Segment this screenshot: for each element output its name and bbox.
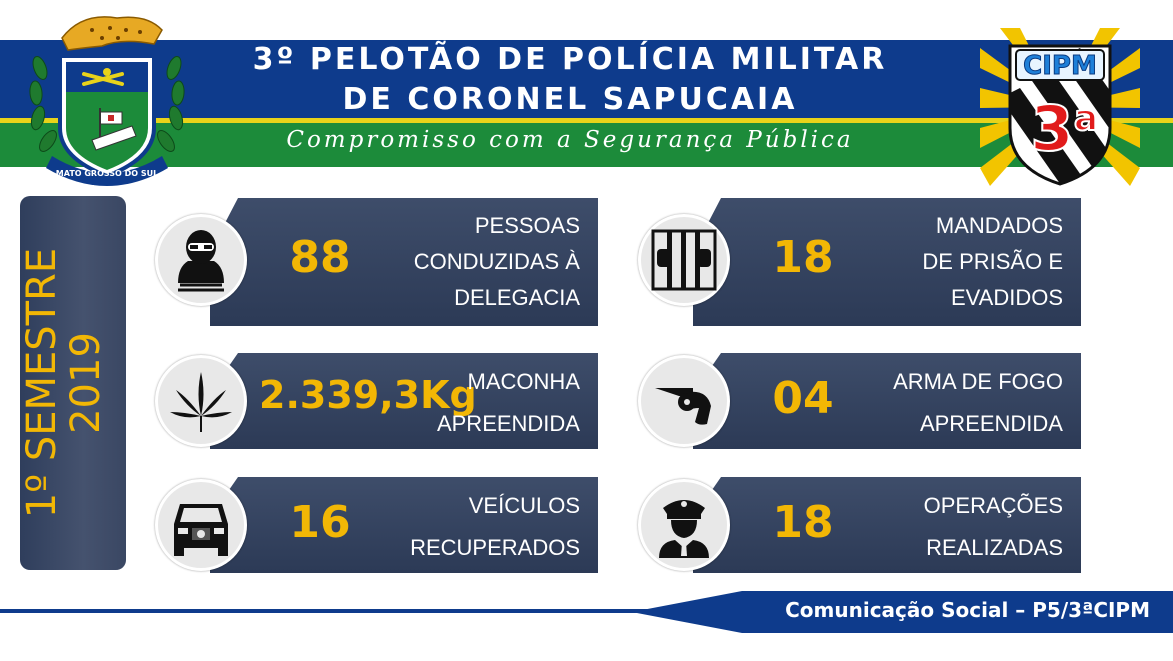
police-officer-icon — [638, 479, 730, 571]
stat-label-line: DELEGACIA — [454, 285, 580, 310]
cipm-logo-icon: CIPM 3 a — [980, 28, 1140, 186]
masked-person-icon — [155, 214, 247, 306]
header-yellow-stripe — [0, 118, 1173, 123]
stat-value: 18 — [772, 497, 834, 548]
stat-label-line: ARMA DE FOGO — [893, 369, 1063, 394]
stat-label-line: MACONHA — [467, 369, 580, 394]
header-blue-band — [0, 40, 1173, 118]
card-panel — [693, 353, 1081, 449]
stat-label-line: APREENDIDA — [436, 411, 580, 436]
stat-label: PESSOAS CONDUZIDAS À DELEGACIA — [414, 208, 580, 316]
stat-label: MACONHA APREENDIDA — [437, 361, 580, 445]
card-panel — [210, 198, 598, 326]
prison-bars-icon — [638, 214, 730, 306]
revolver-icon — [638, 355, 730, 447]
header-green-band — [0, 123, 1173, 167]
cipm-top-text: CIPM — [1023, 51, 1097, 81]
stat-card-people — [210, 198, 598, 326]
stat-label-line: RECUPERADOS — [410, 535, 580, 560]
semester-line-2: 2019 — [63, 332, 109, 434]
stat-label-line: REALIZADAS — [926, 535, 1063, 560]
stat-label-line: APREENDIDA — [919, 411, 1063, 436]
stat-card-firearms — [693, 353, 1081, 449]
card-panel — [693, 477, 1081, 573]
page-title: 3º PELOTÃO DE POLÍCIA MILITAR DE CORONEL… — [200, 40, 940, 120]
stat-card-vehicles — [210, 477, 598, 573]
footer-tab — [632, 591, 1173, 633]
stat-card-people-content: 88 PESSOAS CONDUZIDAS À DELEGACIA — [155, 198, 598, 326]
stat-label: OPERAÇÕES REALIZADAS — [924, 485, 1063, 569]
crest-ribbon-left: POLÍCIA — [64, 183, 96, 192]
stat-label-line: EVADIDOS — [950, 285, 1063, 310]
stat-value: 2.339,3Kg — [259, 373, 477, 417]
title-line-1: 3º PELOTÃO DE POLÍCIA MILITAR — [252, 42, 888, 77]
footer-credit: Comunicação Social – P5/3ªCIPM — [785, 598, 1150, 622]
stat-label: VEÍCULOS RECUPERADOS — [410, 485, 580, 569]
stat-label-line: MANDADOS — [935, 213, 1063, 238]
crest-ribbon-right: MILITAR — [120, 184, 152, 192]
stat-card-warrants — [693, 198, 1081, 326]
stat-card-cannabis-content: 2.339,3Kg MACONHA APREENDIDA — [155, 353, 598, 449]
stat-label-line: DE PRISÃO E — [922, 249, 1063, 274]
stat-label-line: PESSOAS — [474, 213, 580, 238]
semester-panel — [20, 196, 126, 570]
stat-label-line: VEÍCULOS — [468, 493, 580, 518]
stat-value: 04 — [772, 373, 834, 424]
card-panel — [210, 353, 598, 449]
pm-ms-crest-icon: MATO GROSSO DO SUL POLÍCIA MILITAR — [29, 16, 185, 192]
card-panel — [210, 477, 598, 573]
stat-value: 16 — [289, 497, 351, 548]
car-icon — [155, 479, 247, 571]
crest-ribbon-text: MATO GROSSO DO SUL — [56, 169, 158, 178]
semester-line-1: 1º SEMESTRE — [19, 247, 65, 519]
stat-card-cannabis — [210, 353, 598, 449]
stat-label-line: OPERAÇÕES — [923, 493, 1063, 518]
stat-label: MANDADOS DE PRISÃO E EVADIDOS — [922, 208, 1063, 316]
stat-card-warrants-content: 18 MANDADOS DE PRISÃO E EVADIDOS — [638, 198, 1081, 326]
stat-label: ARMA DE FOGO APREENDIDA — [893, 361, 1063, 445]
stat-value: 18 — [772, 232, 834, 283]
semester-label: 1º SEMESTRE 2019 — [19, 203, 126, 563]
cipm-number: 3 — [1030, 92, 1073, 165]
stat-value: 88 — [289, 232, 351, 283]
stat-card-vehicles-content: 16 VEÍCULOS RECUPERADOS — [155, 477, 598, 573]
stat-card-operations — [693, 477, 1081, 573]
stat-card-operations-content: 18 OPERAÇÕES REALIZADAS — [638, 477, 1081, 573]
footer-line — [0, 609, 1173, 613]
stat-card-firearms-content: 04 ARMA DE FOGO APREENDIDA — [638, 353, 1081, 449]
cannabis-leaf-icon — [155, 355, 247, 447]
title-line-2: DE CORONEL SAPUCAIA — [342, 82, 798, 117]
card-panel — [693, 198, 1081, 326]
cipm-superscript: a — [1074, 98, 1098, 139]
slogan: Compromisso com a Segurança Pública — [286, 127, 854, 153]
stat-label-line: CONDUZIDAS À — [413, 249, 580, 274]
